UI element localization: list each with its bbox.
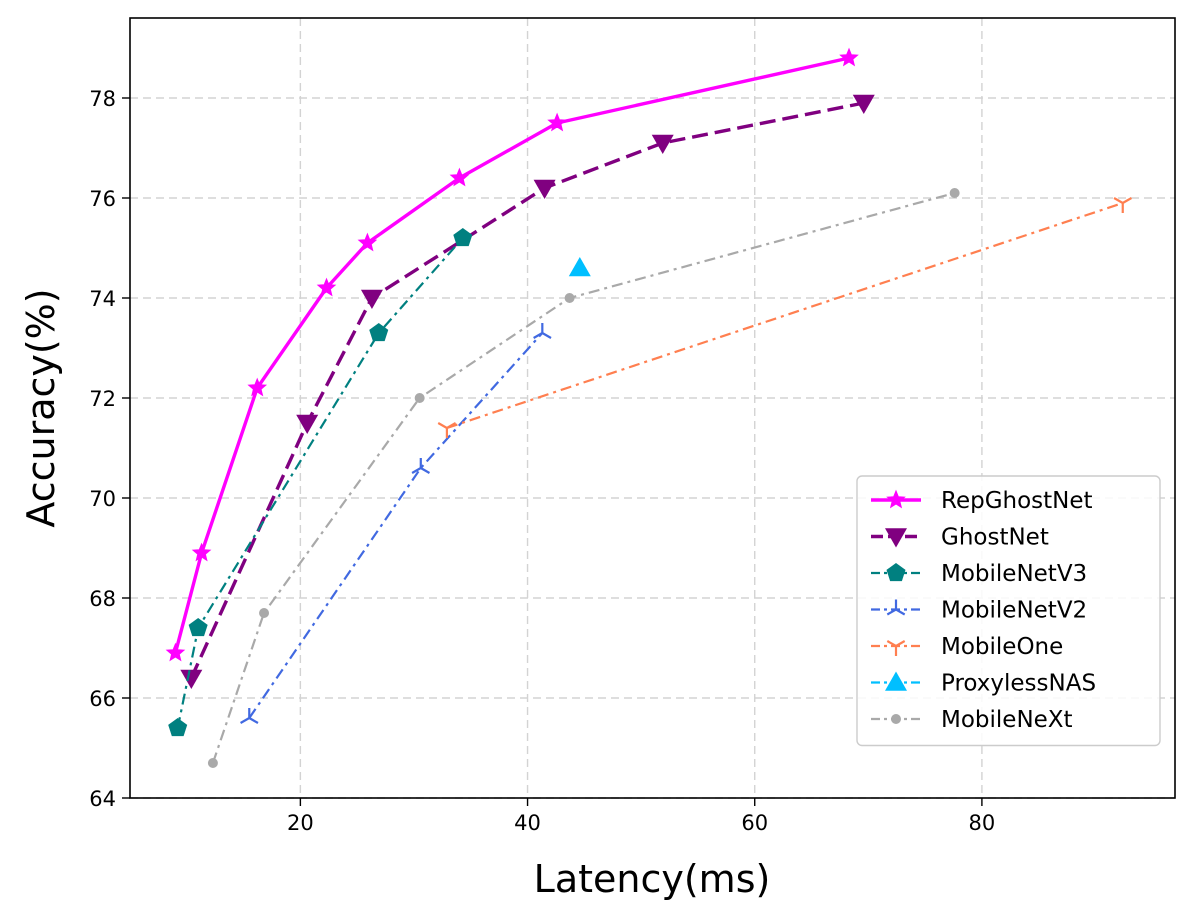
legend-entry-mobilenetv2: MobileNetV2 (871, 598, 1087, 624)
data-point-mobilenetv3 (453, 228, 473, 247)
data-point-repghostnet (547, 112, 567, 132)
data-point-repghostnet (247, 377, 268, 397)
x-tick-label: 40 (514, 811, 541, 835)
x-axis-label: Latency(ms) (534, 857, 771, 901)
legend-entry-ghostnet: GhostNet (871, 525, 1049, 551)
legend-label: ProxylessNAS (941, 671, 1096, 697)
legend-marker (885, 528, 907, 548)
data-point-ghostnet (360, 289, 383, 309)
data-point-mobilenetv2 (533, 323, 552, 339)
series-line-mobilenetv2 (248, 332, 544, 719)
data-point-mobileone (1113, 197, 1132, 213)
legend-marker (886, 640, 906, 656)
data-point-repghostnet (839, 47, 859, 67)
legend-label: RepGhostNet (941, 488, 1093, 514)
data-point-mobileone (437, 422, 457, 438)
y-axis-label: Accuracy(%) (19, 288, 63, 527)
x-tick-label: 20 (287, 811, 314, 835)
data-point-mobilenetv2 (240, 708, 259, 724)
y-tick-label: 68 (89, 587, 116, 611)
y-tick-label: 66 (89, 687, 116, 711)
data-point-proxylessnas (568, 257, 591, 277)
data-point-ghostnet (296, 414, 319, 434)
legend-entry-mobileone: MobileOne (871, 634, 1063, 660)
data-point-mobilenetv3 (188, 618, 208, 637)
legend-marker (886, 599, 906, 616)
series-mobileone (437, 197, 1132, 438)
data-point-ghostnet (651, 134, 674, 154)
axis-ticks: 20 40 60 80 64 66 68 70 72 74 76 78 (89, 87, 995, 835)
series-line-mobileone (446, 201, 1124, 430)
legend: RepGhostNet GhostNet MobileNetV3 MobileNetV… (856, 475, 1161, 747)
series-mobilenetv2 (240, 323, 552, 724)
y-tick-label: 72 (89, 387, 116, 411)
legend-entry-mobilenext: MobileNeXt (871, 707, 1073, 733)
y-tick-label: 78 (89, 87, 116, 111)
data-point-mobilenext (207, 758, 218, 768)
data-point-repghostnet (449, 167, 470, 187)
x-tick-label: 60 (741, 811, 768, 835)
data-point-mobilenetv3 (168, 718, 188, 737)
data-point-mobilenext (949, 188, 960, 198)
legend-box (856, 475, 1161, 747)
y-tick-label: 74 (89, 287, 116, 311)
legend-label: GhostNet (941, 525, 1049, 551)
series-line-repghostnet (173, 56, 850, 654)
legend-entry-mobilenetv3: MobileNetV3 (871, 561, 1087, 587)
legend-entry-proxylessnas: ProxylessNAS (871, 671, 1096, 697)
axes-frame (129, 17, 1176, 799)
legend-marker (886, 563, 906, 582)
data-point-mobilenext (414, 393, 425, 403)
plot-area (165, 47, 1132, 768)
data-point-mobilenetv2 (411, 458, 431, 474)
series-line-mobilenetv3 (176, 237, 464, 729)
data-point-repghostnet (165, 642, 186, 662)
series-line-mobilenext (211, 191, 955, 764)
series-line-ghostnet (189, 101, 865, 679)
data-point-mobilenext (259, 608, 270, 618)
data-point-mobilenext (564, 293, 575, 303)
y-tick-label: 70 (89, 487, 116, 511)
series-mobilenext (207, 188, 960, 768)
data-point-ghostnet (852, 94, 875, 114)
series-mobilenetv3 (168, 228, 473, 737)
legend-label: MobileOne (941, 634, 1063, 660)
data-point-repghostnet (316, 277, 337, 297)
legend-marker (885, 671, 907, 691)
legend-label: MobileNetV2 (941, 598, 1087, 624)
legend-label: MobileNetV3 (941, 561, 1087, 587)
legend-marker (886, 489, 906, 509)
series-proxylessnas (568, 257, 591, 277)
data-point-ghostnet (180, 669, 203, 689)
y-tick-label: 76 (89, 187, 116, 211)
data-point-repghostnet (357, 232, 378, 252)
data-point-mobilenetv3 (369, 323, 389, 342)
series-repghostnet (165, 47, 859, 662)
data-point-ghostnet (533, 179, 556, 199)
legend-label: MobileNeXt (941, 707, 1073, 733)
data-point-repghostnet (191, 542, 212, 562)
y-tick-label: 64 (89, 787, 116, 811)
series-ghostnet (180, 94, 875, 689)
legend-marker (891, 714, 901, 724)
legend-entry-repghostnet: RepGhostNet (871, 488, 1093, 514)
x-tick-label: 80 (969, 811, 996, 835)
